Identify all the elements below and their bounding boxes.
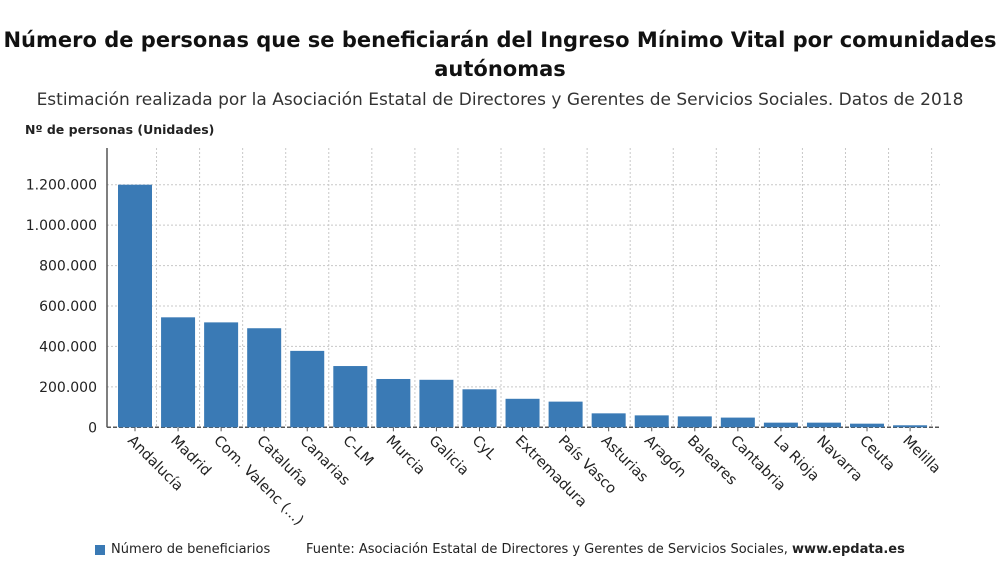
source-note: Fuente: Asociación Estatal de Directores… bbox=[306, 542, 905, 557]
bar bbox=[462, 389, 497, 428]
legend-label: Número de beneficiarios bbox=[111, 542, 271, 557]
bar bbox=[505, 398, 540, 428]
bar bbox=[591, 413, 626, 428]
y-axis-label: Nº de personas (Unidades) bbox=[25, 122, 215, 137]
x-tick-label: CyL bbox=[469, 433, 499, 463]
bar bbox=[893, 425, 928, 428]
bar bbox=[247, 328, 282, 428]
chart-title: Número de personas que se beneficiarán d… bbox=[3, 28, 997, 81]
bar bbox=[204, 322, 239, 428]
x-tick-label: Navarra bbox=[813, 433, 865, 485]
chart-subtitle: Estimación realizada por la Asociación E… bbox=[36, 90, 964, 110]
bar bbox=[118, 184, 152, 428]
bar bbox=[763, 422, 798, 428]
bar bbox=[677, 416, 712, 428]
bar bbox=[548, 401, 583, 428]
y-tick-label: 200.000 bbox=[39, 380, 97, 396]
y-tick-label: 800.000 bbox=[39, 259, 97, 275]
bar bbox=[290, 350, 325, 428]
bar bbox=[333, 366, 368, 428]
x-tick-label: Galicia bbox=[426, 433, 472, 479]
bar bbox=[850, 423, 885, 428]
y-tick-label: 400.000 bbox=[39, 339, 97, 355]
legend: Número de beneficiarios bbox=[95, 542, 270, 557]
x-tick-label: Melilla bbox=[899, 433, 943, 477]
bar bbox=[806, 422, 841, 428]
x-tick-label: Murcia bbox=[383, 433, 428, 478]
legend-swatch bbox=[95, 544, 105, 555]
bar bbox=[720, 417, 755, 428]
y-tick-label: 1.000.000 bbox=[26, 218, 97, 234]
bar bbox=[419, 379, 454, 428]
x-tick-label: Ceuta bbox=[856, 433, 898, 475]
x-tick-label: C-LM bbox=[339, 433, 376, 470]
bar bbox=[161, 317, 196, 428]
source-link[interactable]: www.epdata.es bbox=[792, 542, 905, 557]
y-tick-label: 0 bbox=[88, 420, 97, 436]
source-text: Fuente: Asociación Estatal de Directores… bbox=[306, 542, 793, 557]
bar bbox=[376, 378, 411, 428]
y-tick-label: 1.200.000 bbox=[26, 178, 97, 194]
bar bbox=[634, 415, 669, 428]
y-tick-label: 600.000 bbox=[39, 299, 97, 315]
